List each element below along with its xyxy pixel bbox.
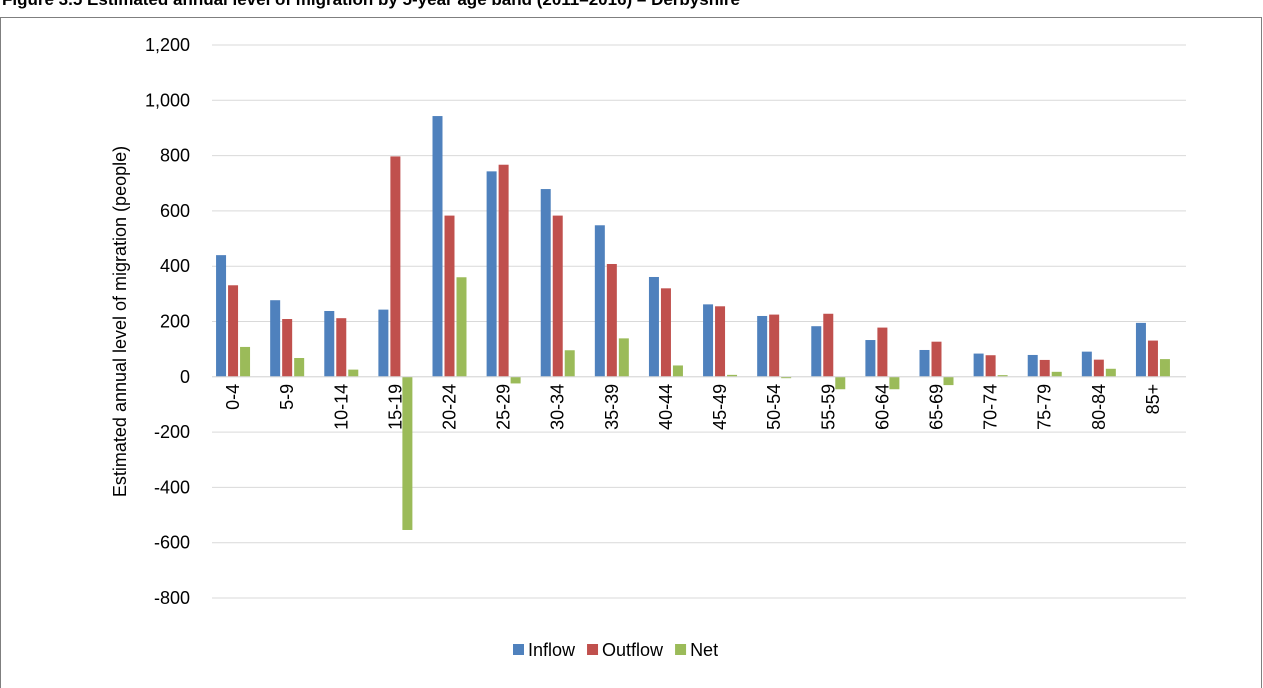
bar-outflow-35-39	[606, 263, 617, 377]
x-tick-label: 35-39	[602, 384, 622, 430]
bar-outflow-15-19	[390, 156, 401, 377]
bar-outflow-75-79	[1039, 359, 1050, 377]
bar-inflow-55-59	[811, 326, 822, 377]
x-tick-label: 0-4	[223, 384, 243, 410]
bar-inflow-40-44	[648, 276, 659, 377]
bar-inflow-60-64	[865, 340, 876, 377]
bar-inflow-80-84	[1081, 351, 1092, 377]
x-tick-label: 20-24	[440, 384, 460, 430]
y-tick-label: 400	[160, 256, 190, 276]
x-tick-label: 40-44	[656, 384, 676, 430]
bar-inflow-15-19	[378, 309, 389, 377]
bar-net-5-9	[294, 357, 305, 377]
bar-net-15-19	[402, 376, 413, 530]
bar-outflow-65-69	[931, 341, 942, 377]
x-tick-label: 5-9	[277, 384, 297, 410]
x-tick-label: 45-49	[710, 384, 730, 430]
bars	[216, 116, 1170, 530]
bar-net-85+	[1159, 359, 1170, 377]
bar-inflow-75-79	[1027, 354, 1038, 377]
bar-outflow-50-54	[769, 314, 780, 377]
bar-outflow-85+	[1147, 340, 1158, 377]
bar-inflow-25-29	[486, 171, 497, 377]
bar-outflow-20-24	[444, 215, 455, 377]
y-tick-label: 600	[160, 201, 190, 221]
bar-net-50-54	[781, 376, 792, 379]
bar-net-10-14	[348, 369, 359, 377]
bar-net-35-39	[618, 338, 629, 377]
bar-net-45-49	[727, 374, 738, 377]
bar-net-70-74	[997, 375, 1008, 377]
x-tick-label: 25-29	[494, 384, 514, 430]
y-axis-tick-labels: 1,200 1,000 800 600 400 200 0 -200 -400 -600 -800	[145, 35, 190, 608]
bar-net-55-59	[835, 376, 846, 390]
bar-inflow-35-39	[594, 225, 605, 377]
y-tick-label: 800	[160, 146, 190, 166]
x-tick-label: 80-84	[1089, 384, 1109, 430]
bar-net-75-79	[1051, 371, 1062, 377]
bar-net-80-84	[1105, 368, 1116, 377]
legend-label-net: Net	[690, 640, 718, 660]
bar-net-20-24	[456, 277, 467, 377]
bar-outflow-80-84	[1093, 359, 1104, 377]
y-tick-label: 200	[160, 312, 190, 332]
x-tick-label: 75-79	[1035, 384, 1055, 430]
bar-inflow-30-34	[540, 189, 551, 377]
x-tick-label: 70-74	[981, 384, 1001, 430]
chart-frame	[0, 17, 1262, 688]
bar-inflow-85+	[1135, 322, 1146, 377]
x-tick-label: 15-19	[385, 384, 405, 430]
bar-outflow-45-49	[715, 306, 726, 377]
legend-swatch-inflow	[513, 644, 524, 655]
legend-label-outflow: Outflow	[602, 640, 664, 660]
bar-inflow-0-4	[216, 255, 227, 377]
y-tick-label: -800	[154, 588, 190, 608]
gridlines	[212, 44, 1186, 599]
bar-inflow-10-14	[324, 310, 335, 377]
legend-swatch-net	[675, 644, 687, 655]
bar-outflow-30-34	[552, 215, 563, 377]
bar-inflow-20-24	[432, 116, 443, 377]
x-tick-label: 60-64	[872, 384, 892, 430]
bar-outflow-25-29	[498, 164, 509, 377]
bar-inflow-45-49	[703, 304, 714, 377]
bar-inflow-70-74	[973, 353, 984, 377]
bar-net-0-4	[240, 346, 251, 377]
legend: Inflow Outflow Net	[513, 640, 718, 660]
x-tick-label: 65-69	[927, 384, 947, 430]
y-tick-label: 1,200	[145, 35, 190, 55]
x-tick-label: 55-59	[818, 384, 838, 430]
bar-net-30-34	[564, 350, 575, 377]
y-tick-label: 1,000	[145, 90, 190, 110]
bar-outflow-5-9	[282, 319, 293, 377]
y-tick-label: 0	[180, 367, 190, 387]
y-tick-label: -200	[154, 422, 190, 442]
bar-outflow-0-4	[228, 285, 239, 377]
bar-inflow-65-69	[919, 349, 930, 377]
bar-inflow-50-54	[757, 315, 768, 377]
legend-swatch-outflow	[587, 644, 599, 655]
bar-net-65-69	[943, 376, 954, 386]
y-axis-title: Estimated annual level of migration (peo…	[110, 146, 130, 497]
x-tick-label: 30-34	[548, 384, 568, 430]
y-tick-label: -400	[154, 477, 190, 497]
y-tick-label: -600	[154, 533, 190, 553]
bar-inflow-5-9	[270, 300, 281, 377]
x-tick-label: 10-14	[331, 384, 351, 430]
bar-net-60-64	[889, 376, 900, 390]
x-axis-tick-labels: 0-4 5-9 10-14 15-19 20-24 25-29 30-34 35-39 40-4…	[223, 384, 1163, 430]
x-tick-label: 85+	[1143, 384, 1163, 415]
legend-label-inflow: Inflow	[528, 640, 576, 660]
bar-outflow-10-14	[336, 318, 347, 377]
bar-outflow-40-44	[660, 288, 671, 377]
bar-outflow-60-64	[877, 327, 888, 377]
x-tick-label: 50-54	[764, 384, 784, 430]
bar-outflow-55-59	[823, 313, 834, 377]
bar-outflow-70-74	[985, 355, 996, 377]
bar-net-25-29	[510, 376, 521, 384]
bar-net-40-44	[672, 365, 683, 377]
chart-title: Figure 3.5 Estimated annual level of mig…	[0, 0, 1263, 17]
